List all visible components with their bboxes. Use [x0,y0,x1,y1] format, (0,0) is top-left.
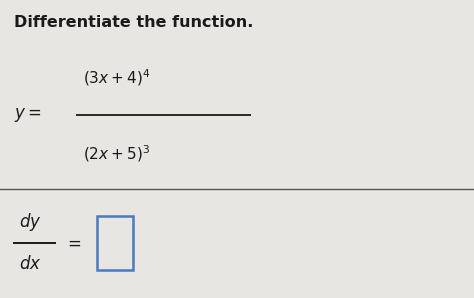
Text: $dy$: $dy$ [19,211,42,233]
Text: $dx$: $dx$ [19,255,42,273]
Text: Differentiate the function.: Differentiate the function. [14,15,254,30]
Text: $y =$: $y =$ [14,106,42,124]
Text: $=$: $=$ [64,234,82,252]
FancyBboxPatch shape [97,216,133,270]
Text: $(2x + 5)^3$: $(2x + 5)^3$ [83,143,150,164]
Text: $(3x + 4)^4$: $(3x + 4)^4$ [83,67,150,88]
